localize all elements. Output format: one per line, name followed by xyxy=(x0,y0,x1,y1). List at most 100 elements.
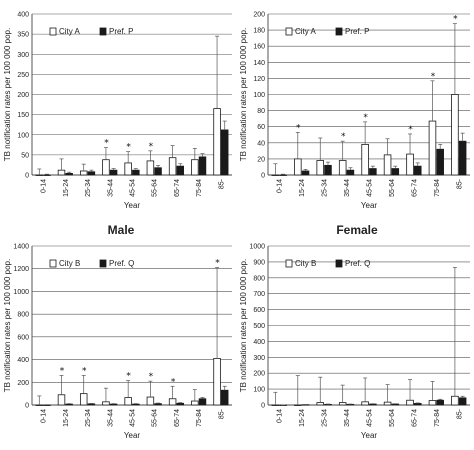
y-tick-label: 20 xyxy=(257,156,265,163)
bar-open xyxy=(383,401,392,406)
bar-open xyxy=(102,159,110,176)
bar-open xyxy=(124,397,132,406)
bar-open xyxy=(361,401,369,406)
bar-open xyxy=(406,153,414,176)
y-axis-title: TB notification rates per 100 000 pop. xyxy=(3,259,12,392)
bar-filled xyxy=(301,170,310,176)
bar-filled xyxy=(109,403,118,406)
bar-open xyxy=(338,160,347,176)
x-tick-label: 15-24 xyxy=(299,179,306,197)
legend-label: City A xyxy=(295,27,317,36)
bar-open xyxy=(191,159,199,176)
x-tick-label: 75-84 xyxy=(196,179,203,197)
y-tick-label: 140 xyxy=(253,60,265,67)
x-tick-label: 65-74 xyxy=(411,409,418,427)
bar-filled xyxy=(87,171,96,176)
y-tick-label: 0 xyxy=(261,403,265,410)
y-tick-label: 300 xyxy=(253,355,265,362)
x-tick-label: 55-64 xyxy=(152,179,159,197)
bar-open xyxy=(213,108,221,176)
y-tick-label: 400 xyxy=(17,12,29,19)
legend-label: City A xyxy=(59,27,81,36)
bar-filled xyxy=(109,169,118,176)
y-tick-label: 600 xyxy=(17,334,29,341)
bar-open xyxy=(271,404,280,406)
significance-marker: * xyxy=(149,372,154,382)
y-tick-label: 80 xyxy=(257,108,265,115)
bar-filled xyxy=(436,399,444,406)
x-tick-label: 25-34 xyxy=(322,409,329,427)
x-tick-label: 85- xyxy=(218,408,225,419)
x-tick-label: 35-44 xyxy=(344,179,351,197)
y-tick-label: 350 xyxy=(17,32,29,39)
x-tick-label: 55-64 xyxy=(152,409,159,427)
x-tick-label: 45-54 xyxy=(130,179,137,197)
significance-marker: * xyxy=(215,259,220,269)
x-tick-label: 15-24 xyxy=(63,409,70,427)
significance-marker: * xyxy=(363,113,368,123)
x-tick-label: 65-74 xyxy=(174,409,181,427)
y-tick-label: 50 xyxy=(21,152,29,159)
bar-open xyxy=(124,162,132,176)
bar-filled xyxy=(220,389,229,406)
x-tick-label: 65-74 xyxy=(174,179,181,197)
bar-filled xyxy=(176,402,185,406)
y-tick-label: 0 xyxy=(261,173,265,180)
bar-filled xyxy=(458,140,467,176)
legend-label: City B xyxy=(59,259,80,268)
y-tick-label: 100 xyxy=(17,132,29,139)
bar-filled xyxy=(87,403,96,406)
female-label: Female xyxy=(336,223,378,237)
bar-filled xyxy=(346,169,355,176)
bar-open xyxy=(316,160,325,176)
y-tick-label: 1000 xyxy=(249,244,265,251)
x-tick-label: 0-14 xyxy=(277,179,284,193)
y-axis-title: TB notification rates per 100 000 pop. xyxy=(239,259,248,392)
x-tick-label: 35-44 xyxy=(107,409,114,427)
bar-open xyxy=(451,395,459,406)
y-tick-label: 400 xyxy=(17,357,29,364)
bar-filled xyxy=(324,164,332,176)
significance-marker: * xyxy=(149,142,154,152)
bar-open xyxy=(146,396,155,406)
legend-label: Pref. Q xyxy=(109,259,134,268)
x-tick-label: 45-54 xyxy=(130,409,137,427)
y-tick-label: 250 xyxy=(17,72,29,79)
y-tick-label: 60 xyxy=(257,124,265,131)
significance-marker: * xyxy=(126,143,131,153)
bar-open xyxy=(294,404,302,406)
legend-label: Pref. Q xyxy=(345,259,370,268)
bar-filled xyxy=(458,397,467,406)
bar-filled xyxy=(391,168,400,176)
significance-marker: * xyxy=(431,72,436,82)
x-axis-title: Year xyxy=(124,201,141,210)
bar-filled xyxy=(413,165,422,176)
bar-filled xyxy=(132,169,140,176)
bar-open xyxy=(35,174,44,176)
x-axis-title: Year xyxy=(361,201,378,210)
significance-marker: * xyxy=(408,125,413,135)
legend-label: City B xyxy=(295,259,316,268)
bar-filled xyxy=(65,403,73,406)
bar-filled xyxy=(279,174,287,176)
x-tick-label: 35-44 xyxy=(107,179,114,197)
y-tick-label: 200 xyxy=(253,371,265,378)
x-tick-label: 75-84 xyxy=(196,409,203,427)
x-tick-label: 75-84 xyxy=(434,179,441,197)
x-tick-label: 75-84 xyxy=(434,409,441,427)
y-tick-label: 160 xyxy=(253,44,265,51)
bar-open xyxy=(428,400,437,406)
significance-marker: * xyxy=(82,366,87,376)
bar-filled xyxy=(43,404,51,406)
x-tick-label: 85- xyxy=(218,178,225,189)
y-tick-label: 180 xyxy=(253,28,265,35)
bar-filled xyxy=(198,156,207,176)
x-tick-label: 0-14 xyxy=(41,179,48,193)
bar-open xyxy=(294,158,302,176)
y-tick-label: 40 xyxy=(257,140,265,147)
x-tick-label: 15-24 xyxy=(299,409,306,427)
y-tick-label: 1000 xyxy=(13,289,29,296)
bar-open xyxy=(213,358,221,406)
